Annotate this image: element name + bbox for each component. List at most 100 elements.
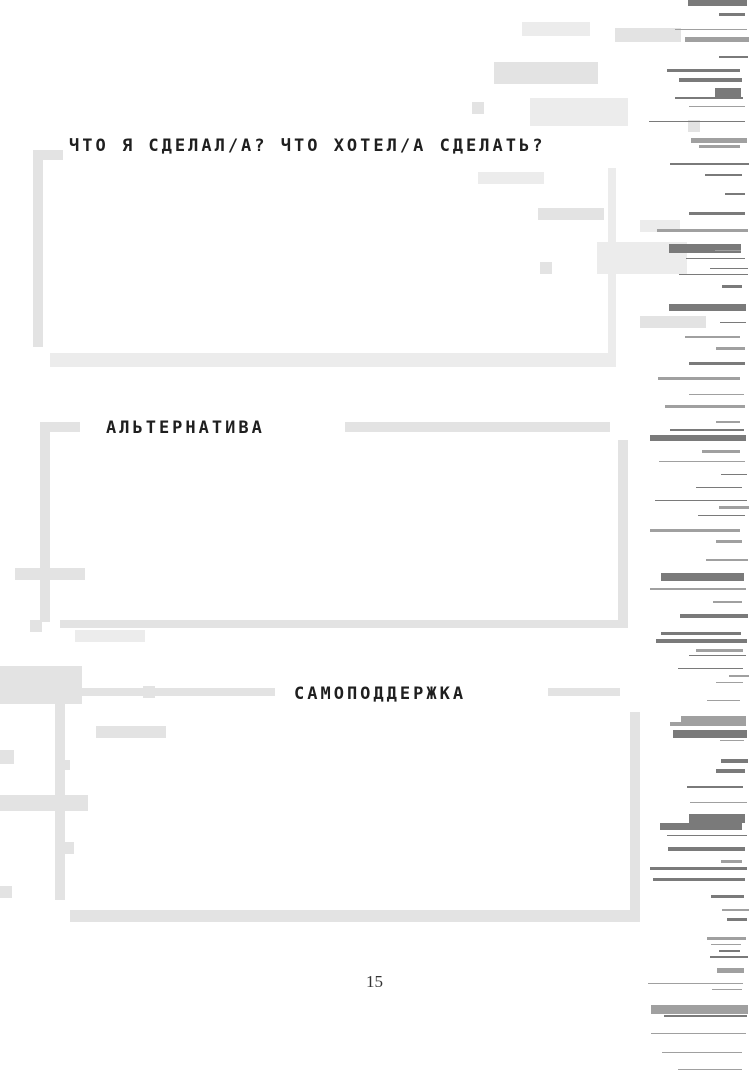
glitch-block	[82, 688, 152, 692]
glitch-bar	[716, 347, 745, 350]
glitch-bar	[685, 336, 740, 338]
glitch-bar	[702, 450, 740, 453]
glitch-bar	[657, 229, 748, 232]
glitch-bar	[650, 867, 747, 870]
glitch-block	[538, 208, 604, 220]
glitch-bar	[649, 121, 745, 122]
frame-right	[630, 712, 640, 922]
glitch-bar	[689, 655, 746, 656]
glitch-bar	[675, 97, 743, 99]
glitch-block	[0, 666, 82, 704]
glitch-bar	[715, 250, 741, 251]
glitch-block	[494, 62, 598, 84]
section-title-self-support: САМОПОДДЕРЖКА	[288, 684, 473, 704]
glitch-bar	[678, 1069, 742, 1070]
glitch-block	[96, 726, 166, 738]
glitch-bar	[716, 540, 742, 543]
glitch-bar	[722, 909, 749, 911]
glitch-bar	[650, 588, 746, 590]
glitch-bar	[727, 918, 747, 921]
glitch-bar	[656, 639, 747, 643]
glitch-bar	[680, 614, 748, 618]
frame-top-right	[548, 688, 620, 696]
glitch-bar	[685, 37, 749, 42]
glitch-bar	[667, 835, 747, 836]
glitch-block	[478, 172, 544, 184]
glitch-bar	[668, 847, 745, 851]
glitch-bar	[687, 786, 743, 788]
glitch-bar	[655, 500, 747, 501]
section-title-alternative: АЛЬТЕРНАТИВА	[100, 418, 271, 438]
glitch-bar	[707, 937, 746, 940]
frame-top-left	[40, 422, 80, 432]
glitch-bar	[729, 675, 749, 677]
glitch-bar	[651, 1005, 748, 1014]
glitch-bar	[669, 244, 741, 253]
glitch-bar	[719, 506, 749, 509]
glitch-bar	[675, 29, 747, 30]
frame-top-left	[80, 688, 275, 696]
glitch-bar	[664, 1015, 747, 1017]
glitch-bar	[665, 405, 745, 408]
glitch-bar	[662, 1052, 742, 1053]
glitch-block	[530, 98, 628, 126]
glitch-bar	[670, 722, 740, 726]
glitch-bar	[689, 394, 744, 395]
glitch-bar	[679, 78, 742, 82]
glitch-bar	[705, 174, 742, 176]
glitch-bar	[661, 573, 744, 581]
glitch-bar	[719, 13, 745, 16]
glitch-bar	[650, 529, 740, 532]
glitch-bar	[720, 740, 744, 741]
glitch-bar	[673, 730, 747, 738]
glitch-bar	[660, 823, 742, 830]
frame-left	[33, 150, 43, 347]
glitch-bar	[659, 461, 745, 462]
glitch-block	[615, 28, 681, 42]
glitch-block	[472, 102, 484, 114]
glitch-bar	[715, 88, 741, 98]
glitch-bar	[648, 983, 743, 984]
glitch-block	[640, 316, 706, 328]
frame-left	[55, 688, 65, 900]
page-number: 15	[366, 972, 383, 991]
glitch-bar	[667, 69, 740, 72]
glitch-bar	[710, 956, 748, 958]
glitch-bar	[681, 716, 746, 726]
frame-right	[618, 440, 628, 625]
glitch-block	[0, 886, 12, 898]
glitch-bar	[721, 860, 742, 863]
glitch-bar	[716, 682, 743, 683]
glitch-bar	[699, 145, 740, 148]
glitch-bar	[711, 895, 744, 898]
glitch-bar	[720, 322, 746, 323]
glitch-bar	[706, 559, 748, 561]
glitch-bar	[696, 649, 743, 652]
glitch-bar	[689, 212, 745, 215]
glitch-bar	[651, 1033, 746, 1034]
glitch-block	[60, 760, 70, 770]
glitch-bar	[689, 362, 745, 365]
glitch-bar	[670, 429, 744, 431]
glitch-bar	[710, 268, 748, 269]
glitch-bar	[722, 285, 742, 288]
glitch-bar	[688, 0, 747, 6]
glitch-bar	[696, 487, 742, 488]
glitch-block	[0, 795, 88, 811]
glitch-bar	[691, 138, 747, 143]
glitch-bar	[717, 968, 744, 973]
glitch-block	[62, 842, 74, 854]
glitch-bar	[689, 106, 745, 107]
glitch-bar	[725, 193, 745, 195]
frame-top	[33, 150, 63, 160]
frame-top-right	[345, 422, 610, 432]
glitch-block	[688, 120, 700, 132]
glitch-bar	[653, 878, 745, 881]
glitch-block	[15, 568, 85, 580]
glitch-block	[143, 686, 155, 698]
glitch-bar	[719, 950, 740, 952]
glitch-block	[30, 620, 42, 632]
frame-bottom	[50, 353, 616, 367]
glitch-bar	[658, 377, 740, 380]
glitch-bar	[679, 274, 748, 275]
